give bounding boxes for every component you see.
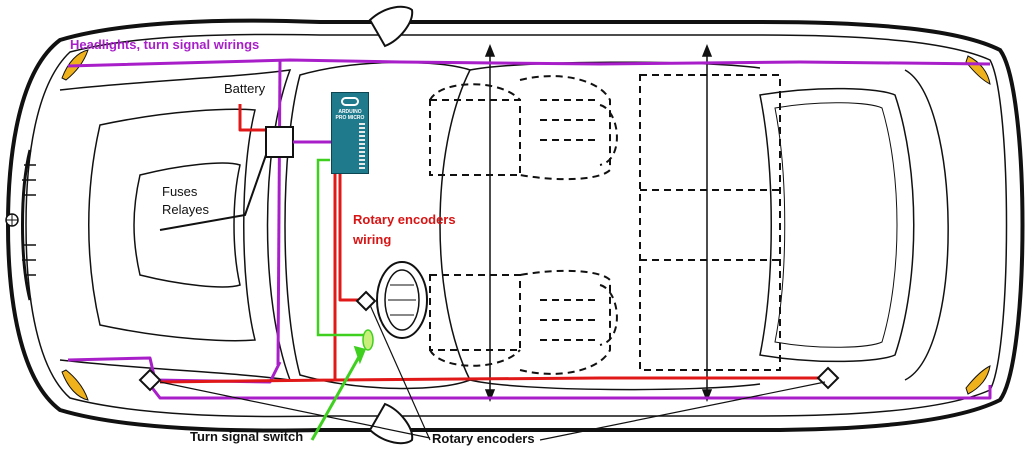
rotary-encoder-right xyxy=(816,366,840,390)
green-callout xyxy=(310,345,367,441)
seats-front xyxy=(429,75,618,375)
brand-badge-icon xyxy=(5,213,19,227)
rotary-encoder-center xyxy=(355,290,377,312)
arduino-board: ARDUINO PRO MICRO xyxy=(331,92,369,174)
board-name-line2: PRO MICRO xyxy=(335,114,365,121)
green-wiring xyxy=(316,158,368,337)
trunk-line xyxy=(904,69,949,381)
steering-wheel xyxy=(376,261,428,339)
rear-window-inner xyxy=(774,102,898,348)
engine-intake xyxy=(133,162,241,288)
label-rotary-encoders: Rotary encoders xyxy=(432,431,535,446)
hood-line xyxy=(59,69,292,381)
mirror-bottom xyxy=(368,402,414,445)
lamp-rear-top xyxy=(965,55,991,85)
label-relays: Relayes xyxy=(162,202,209,217)
label-rotary-wiring-1: Rotary encoders xyxy=(353,212,456,227)
label-battery: Battery xyxy=(224,81,266,96)
lamp-rear-bottom xyxy=(965,365,991,395)
fuse-box xyxy=(265,126,294,158)
board-name-line1: ARDUINO xyxy=(338,109,362,115)
arduino-logo-icon xyxy=(341,97,359,106)
label-fuses: Fuses xyxy=(162,184,198,199)
seat-rear xyxy=(639,74,781,371)
lamp-front-bottom xyxy=(61,369,89,401)
fuse-line xyxy=(159,154,267,231)
label-turn-signal-switch: Turn signal switch xyxy=(190,429,304,444)
rotary-encoder-left xyxy=(138,368,162,392)
dimension-arrows xyxy=(484,43,713,403)
car-body-outline xyxy=(5,18,1025,433)
rear-window xyxy=(759,87,915,363)
label-headlights: Headlights, turn signal wirings xyxy=(70,37,260,52)
label-rotary-wiring-2: wiring xyxy=(353,232,392,247)
grille-lines xyxy=(22,164,36,276)
arduino-board-label: ARDUINO PRO MICRO xyxy=(334,109,366,121)
turn-signal-switch-shape xyxy=(362,329,374,351)
roof-line-bottom xyxy=(469,379,761,391)
car-body-inner xyxy=(25,33,1008,418)
red-wiring xyxy=(159,104,820,384)
board-pin-header xyxy=(359,123,365,169)
hood-inner xyxy=(88,108,256,342)
mirror-top xyxy=(368,5,414,48)
roof-line-top xyxy=(469,61,761,71)
callout-lines xyxy=(159,304,826,441)
